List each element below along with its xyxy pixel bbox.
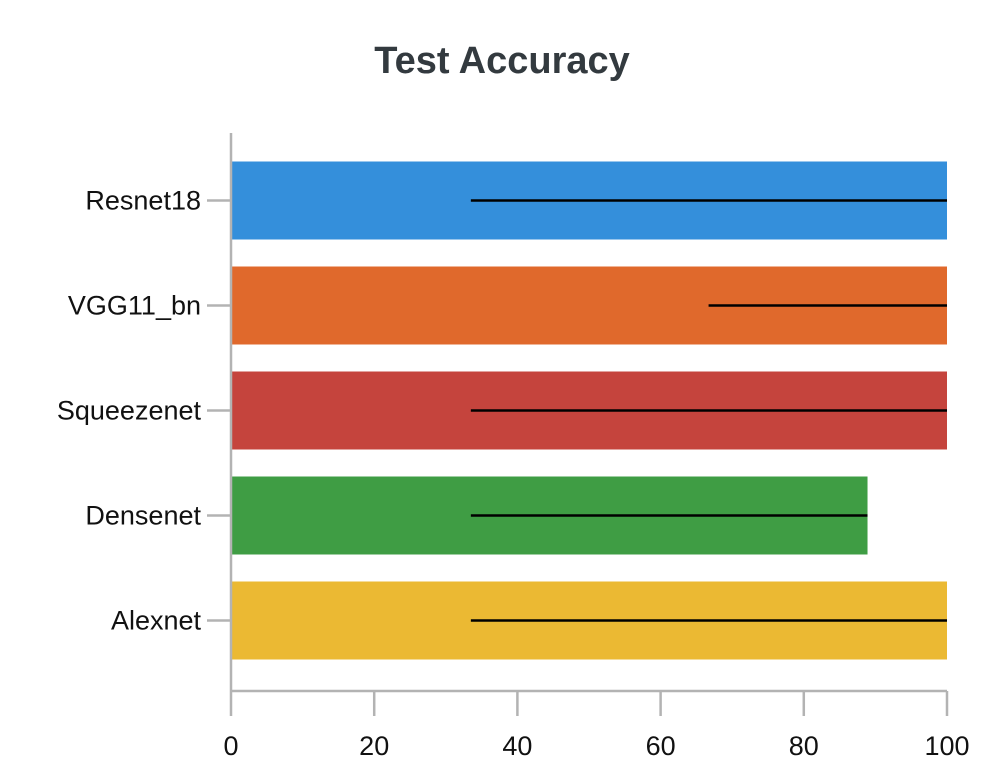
y-tick-label: Squeezenet [57, 396, 202, 426]
y-tick-label: Resnet18 [85, 186, 201, 216]
axes-layer: Resnet18 VGG11_bn Squeezenet Densenet Alexne… [57, 133, 970, 761]
x-tick-label: 80 [789, 731, 819, 761]
x-tick-label: 100 [924, 731, 969, 761]
x-tick-label: 40 [502, 731, 532, 761]
y-tick-label: VGG11_bn [68, 291, 201, 321]
x-tick-label: 0 [223, 731, 238, 761]
error-bars-layer [470, 199, 947, 622]
y-tick-label: Alexnet [111, 606, 202, 636]
x-tick-label: 20 [359, 731, 389, 761]
y-tick-label: Densenet [85, 501, 201, 531]
x-tick-label: 60 [646, 731, 676, 761]
chart-title: Test Accuracy [374, 40, 630, 82]
